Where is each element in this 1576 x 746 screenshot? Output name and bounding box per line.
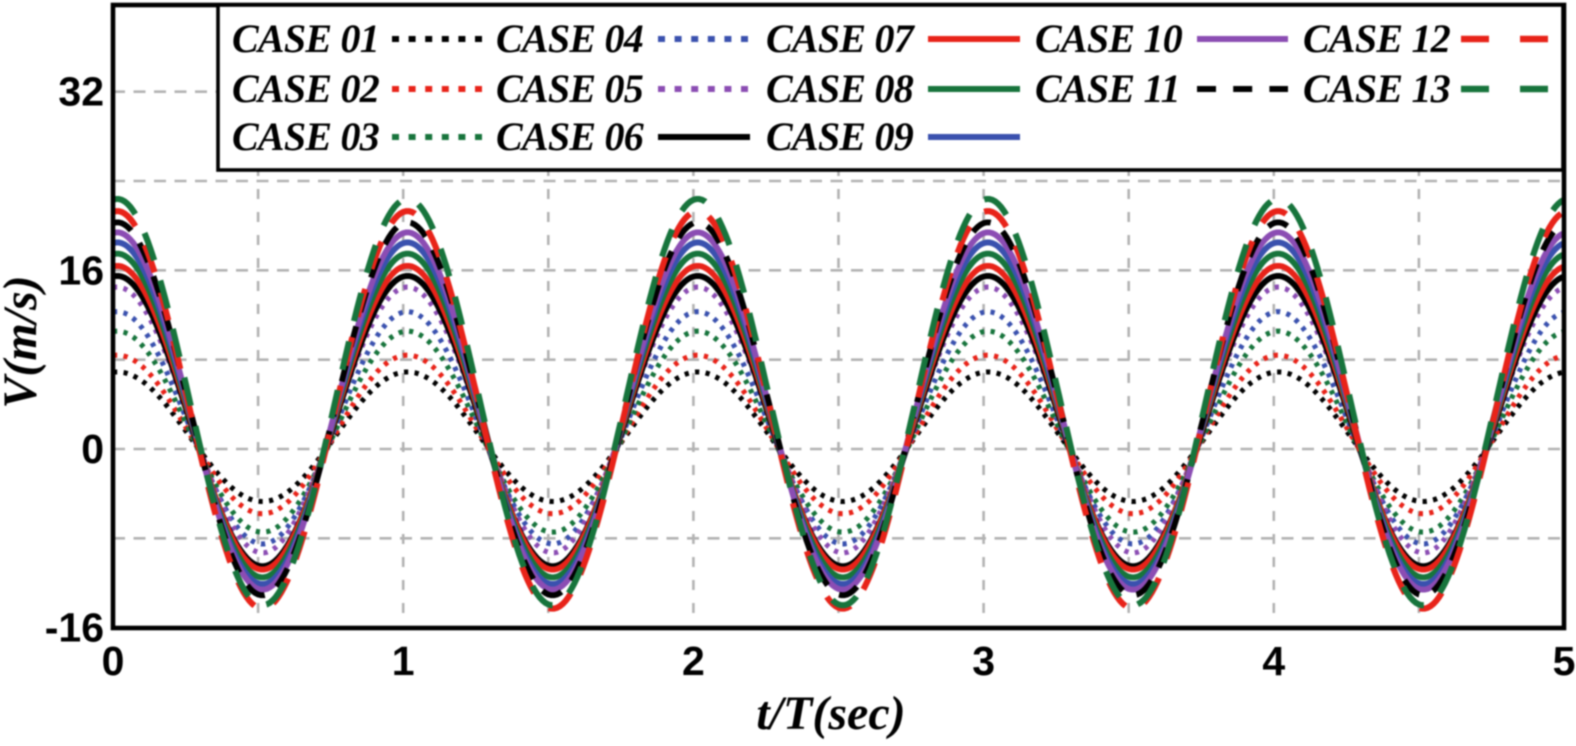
svg-text:V(m/s): V(m/s) xyxy=(0,275,47,408)
svg-text:1: 1 xyxy=(392,638,415,684)
svg-text:-16: -16 xyxy=(45,605,104,651)
svg-text:CASE 03: CASE 03 xyxy=(232,114,379,159)
svg-text:0: 0 xyxy=(102,638,125,684)
svg-text:32: 32 xyxy=(58,69,104,115)
svg-text:CASE 06: CASE 06 xyxy=(496,114,644,159)
svg-text:CASE 05: CASE 05 xyxy=(496,66,643,111)
svg-text:CASE 13: CASE 13 xyxy=(1303,66,1450,111)
svg-text:CASE 11: CASE 11 xyxy=(1035,66,1180,111)
svg-text:CASE 01: CASE 01 xyxy=(232,16,379,61)
svg-text:2: 2 xyxy=(682,638,705,684)
svg-text:4: 4 xyxy=(1262,638,1285,684)
svg-text:CASE 10: CASE 10 xyxy=(1035,16,1183,61)
svg-text:CASE 04: CASE 04 xyxy=(496,16,643,61)
svg-text:3: 3 xyxy=(972,638,995,684)
svg-text:CASE 07: CASE 07 xyxy=(766,16,916,61)
svg-text:CASE 02: CASE 02 xyxy=(232,66,380,111)
svg-text:t/T(sec): t/T(sec) xyxy=(756,687,905,740)
svg-text:5: 5 xyxy=(1553,638,1576,684)
svg-text:0: 0 xyxy=(81,426,104,472)
svg-text:16: 16 xyxy=(58,247,104,293)
svg-text:CASE 08: CASE 08 xyxy=(766,66,914,111)
svg-text:CASE 09: CASE 09 xyxy=(766,114,914,159)
svg-text:CASE 12: CASE 12 xyxy=(1303,16,1451,61)
